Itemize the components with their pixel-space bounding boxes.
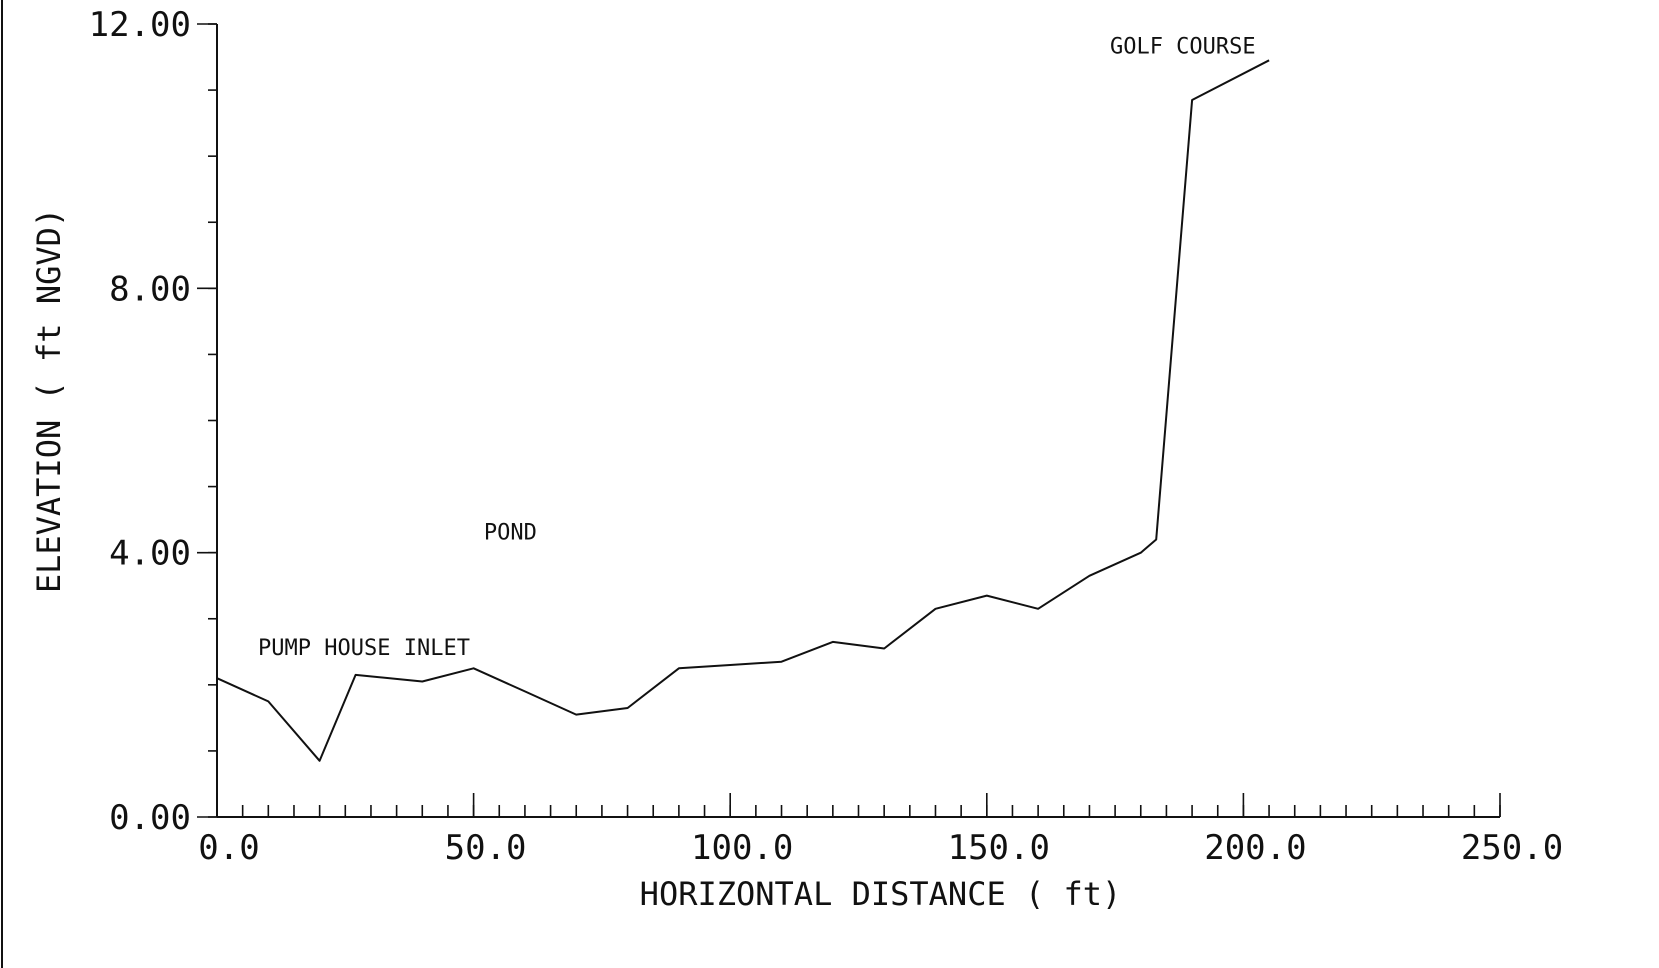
annotation-layer: GOLF COURSE POND PUMP HOUSE INLET [258, 35, 1256, 661]
y-tick-label: 12.00 [89, 5, 191, 45]
x-tick-label: 250.0 [1461, 828, 1563, 868]
x-tick-label: 100.0 [691, 828, 793, 868]
annotation-label: POND [484, 520, 537, 545]
x-axis: 0.0 50.0 100.0 150.0 200.0 250.0 [198, 793, 1563, 868]
y-tick-label: 0.00 [109, 798, 191, 838]
x-tick-label: 150.0 [948, 828, 1050, 868]
y-axis: 0.00 4.00 8.00 12.00 [89, 5, 218, 838]
annotation-label: GOLF COURSE [1110, 35, 1256, 60]
x-tick-label: 200.0 [1204, 828, 1306, 868]
y-axis-title: ELEVATION ( ft NGVD) [30, 208, 68, 593]
x-tick-label: 0.0 [198, 828, 259, 868]
x-axis-title: HORIZONTAL DISTANCE ( ft) [640, 875, 1122, 913]
x-tick-label: 50.0 [445, 828, 527, 868]
series-layer [216, 59, 1270, 762]
elevation-profile-line [216, 59, 1270, 762]
y-tick-label: 4.00 [109, 534, 191, 574]
annotation-label: PUMP HOUSE INLET [258, 636, 470, 661]
y-tick-label: 8.00 [109, 269, 191, 309]
